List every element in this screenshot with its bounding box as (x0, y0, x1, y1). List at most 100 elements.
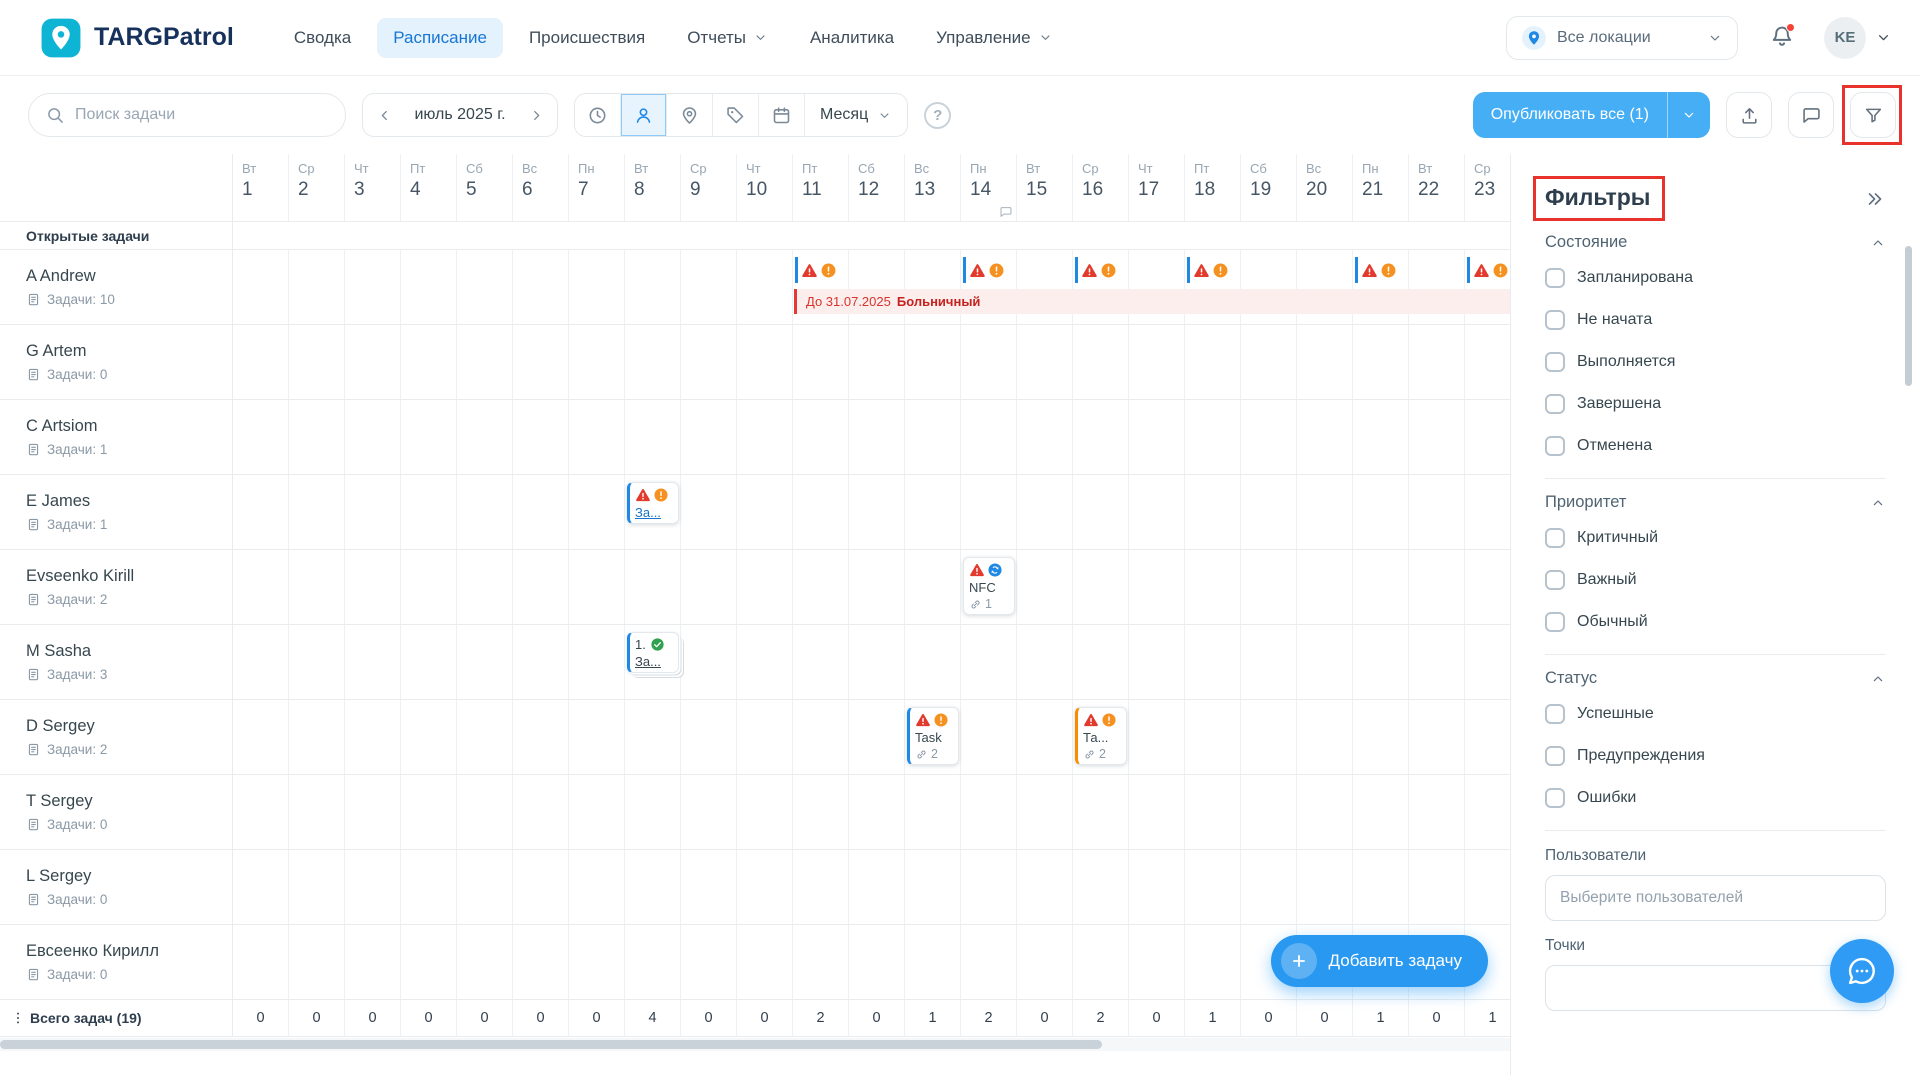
view-mode-calendar-button[interactable] (759, 94, 805, 136)
filter-option[interactable]: Критичный (1545, 528, 1886, 548)
user-cell[interactable]: E James Задачи: 1 (0, 475, 233, 549)
task-warning-marker[interactable] (1075, 257, 1117, 283)
filter-option[interactable]: Обычный (1545, 612, 1886, 632)
day-header-7[interactable]: Пн 7 (569, 154, 625, 221)
day-header-12[interactable]: Сб 12 (849, 154, 905, 221)
user-cell[interactable]: G Artem Задачи: 0 (0, 325, 233, 399)
filter-section-header[interactable]: Состояние (1545, 233, 1886, 252)
view-mode-tag-button[interactable] (713, 94, 759, 136)
filter-option[interactable]: Выполняется (1545, 352, 1886, 372)
task-card[interactable]: NFC 1 (963, 557, 1015, 615)
filter-option[interactable]: Важный (1545, 570, 1886, 590)
filter-option[interactable]: Завершена (1545, 394, 1886, 414)
publish-all-button[interactable]: Опубликовать все (1) (1472, 92, 1710, 138)
collapse-panel-icon[interactable] (1864, 188, 1886, 210)
filter-section-header[interactable]: Приоритет (1545, 493, 1886, 512)
comments-button[interactable] (1788, 92, 1834, 138)
day-header-21[interactable]: Пн 21 (1353, 154, 1409, 221)
user-cell[interactable]: M Sasha Задачи: 3 (0, 625, 233, 699)
task-card[interactable]: Та... 2 (1075, 707, 1127, 765)
day-header-16[interactable]: Ср 16 (1073, 154, 1129, 221)
user-menu-chevron-icon[interactable] (1875, 29, 1892, 46)
filter-option[interactable]: Предупреждения (1545, 746, 1886, 766)
prev-month-button[interactable] (367, 98, 401, 132)
task-card[interactable]: За... (627, 482, 679, 524)
checkbox[interactable] (1545, 704, 1565, 724)
day-header-3[interactable]: Чт 3 (345, 154, 401, 221)
filter-option[interactable]: Отменена (1545, 436, 1886, 456)
task-card[interactable]: 1. За... (627, 632, 679, 673)
nav-item-analytics[interactable]: Аналитика (794, 18, 910, 58)
day-header-2[interactable]: Ср 2 (289, 154, 345, 221)
filter-section-header[interactable]: Статус (1545, 669, 1886, 688)
checkbox[interactable] (1545, 612, 1565, 632)
checkbox[interactable] (1545, 528, 1565, 548)
checkbox[interactable] (1545, 746, 1565, 766)
user-cell[interactable]: Evseenko Kirill Задачи: 2 (0, 550, 233, 624)
task-card[interactable]: Task 2 (907, 707, 959, 765)
task-warning-marker[interactable] (963, 257, 1005, 283)
view-mode-clock-button[interactable] (575, 94, 621, 136)
user-cell[interactable]: D Sergey Задачи: 2 (0, 700, 233, 774)
horizontal-scrollbar-thumb[interactable] (0, 1040, 1103, 1049)
day-header-15[interactable]: Вт 15 (1017, 154, 1073, 221)
export-button[interactable] (1726, 92, 1772, 138)
day-header-11[interactable]: Пт 11 (793, 154, 849, 221)
day-header-22[interactable]: Вт 22 (1409, 154, 1465, 221)
search-box[interactable] (28, 93, 346, 137)
day-header-20[interactable]: Вс 20 (1297, 154, 1353, 221)
day-header-13[interactable]: Вс 13 (905, 154, 961, 221)
day-header-23[interactable]: Ср 23 (1465, 154, 1510, 221)
day-header-10[interactable]: Чт 10 (737, 154, 793, 221)
horizontal-scrollbar[interactable] (0, 1038, 1510, 1051)
user-cell[interactable]: L Sergey Задачи: 0 (0, 850, 233, 924)
user-cell[interactable]: A Andrew Задачи: 10 (0, 250, 233, 324)
view-mode-map-pin-button[interactable] (667, 94, 713, 136)
more-options-icon[interactable] (10, 1010, 26, 1026)
search-input[interactable] (75, 106, 329, 124)
location-selector[interactable]: Все локации (1506, 15, 1738, 60)
day-header-5[interactable]: Сб 5 (457, 154, 513, 221)
nav-item-summary[interactable]: Сводка (278, 18, 367, 58)
checkbox[interactable] (1545, 310, 1565, 330)
notifications-button[interactable] (1766, 22, 1798, 54)
help-icon[interactable]: ? (924, 101, 952, 129)
day-header-18[interactable]: Пт 18 (1185, 154, 1241, 221)
points-filter-input[interactable] (1545, 965, 1886, 1011)
task-warning-marker[interactable] (1467, 257, 1509, 283)
day-header-9[interactable]: Ср 9 (681, 154, 737, 221)
task-warning-marker[interactable] (1355, 257, 1397, 283)
day-header-1[interactable]: Вт 1 (233, 154, 289, 221)
checkbox[interactable] (1545, 788, 1565, 808)
filter-option[interactable]: Не начата (1545, 310, 1886, 330)
filter-option[interactable]: Успешные (1545, 704, 1886, 724)
day-header-8[interactable]: Вт 8 (625, 154, 681, 221)
checkbox[interactable] (1545, 352, 1565, 372)
nav-item-schedule[interactable]: Расписание (377, 17, 503, 58)
day-header-6[interactable]: Вс 6 (513, 154, 569, 221)
nav-item-reports[interactable]: Отчеты (671, 18, 784, 58)
checkbox[interactable] (1545, 570, 1565, 590)
day-header-4[interactable]: Пт 4 (401, 154, 457, 221)
checkbox[interactable] (1545, 436, 1565, 456)
filter-option[interactable]: Запланирована (1545, 268, 1886, 288)
user-cell[interactable]: Евсеенко Кирилл Задачи: 0 (0, 925, 233, 999)
vertical-scrollbar-thumb[interactable] (1905, 246, 1912, 386)
task-warning-marker[interactable] (1187, 257, 1229, 283)
view-mode-people-button[interactable] (621, 94, 667, 136)
user-cell[interactable]: T Sergey Задачи: 0 (0, 775, 233, 849)
day-header-14[interactable]: Пн 14 (961, 154, 1017, 221)
user-avatar[interactable]: KE (1824, 16, 1866, 59)
scale-select[interactable]: Месяц (805, 94, 907, 136)
nav-item-incidents[interactable]: Происшествия (513, 18, 661, 58)
chat-fab-button[interactable] (1830, 939, 1894, 1003)
absence-banner[interactable]: До 31.07.2025 Больничный (794, 289, 1510, 314)
nav-item-management[interactable]: Управление (920, 18, 1069, 58)
task-warning-marker[interactable] (795, 257, 837, 283)
add-task-button[interactable]: Добавить задачу (1270, 935, 1488, 987)
checkbox[interactable] (1545, 268, 1565, 288)
filter-option[interactable]: Ошибки (1545, 788, 1886, 808)
day-header-17[interactable]: Чт 17 (1129, 154, 1185, 221)
filter-button[interactable] (1850, 92, 1896, 138)
day-header-19[interactable]: Сб 19 (1241, 154, 1297, 221)
